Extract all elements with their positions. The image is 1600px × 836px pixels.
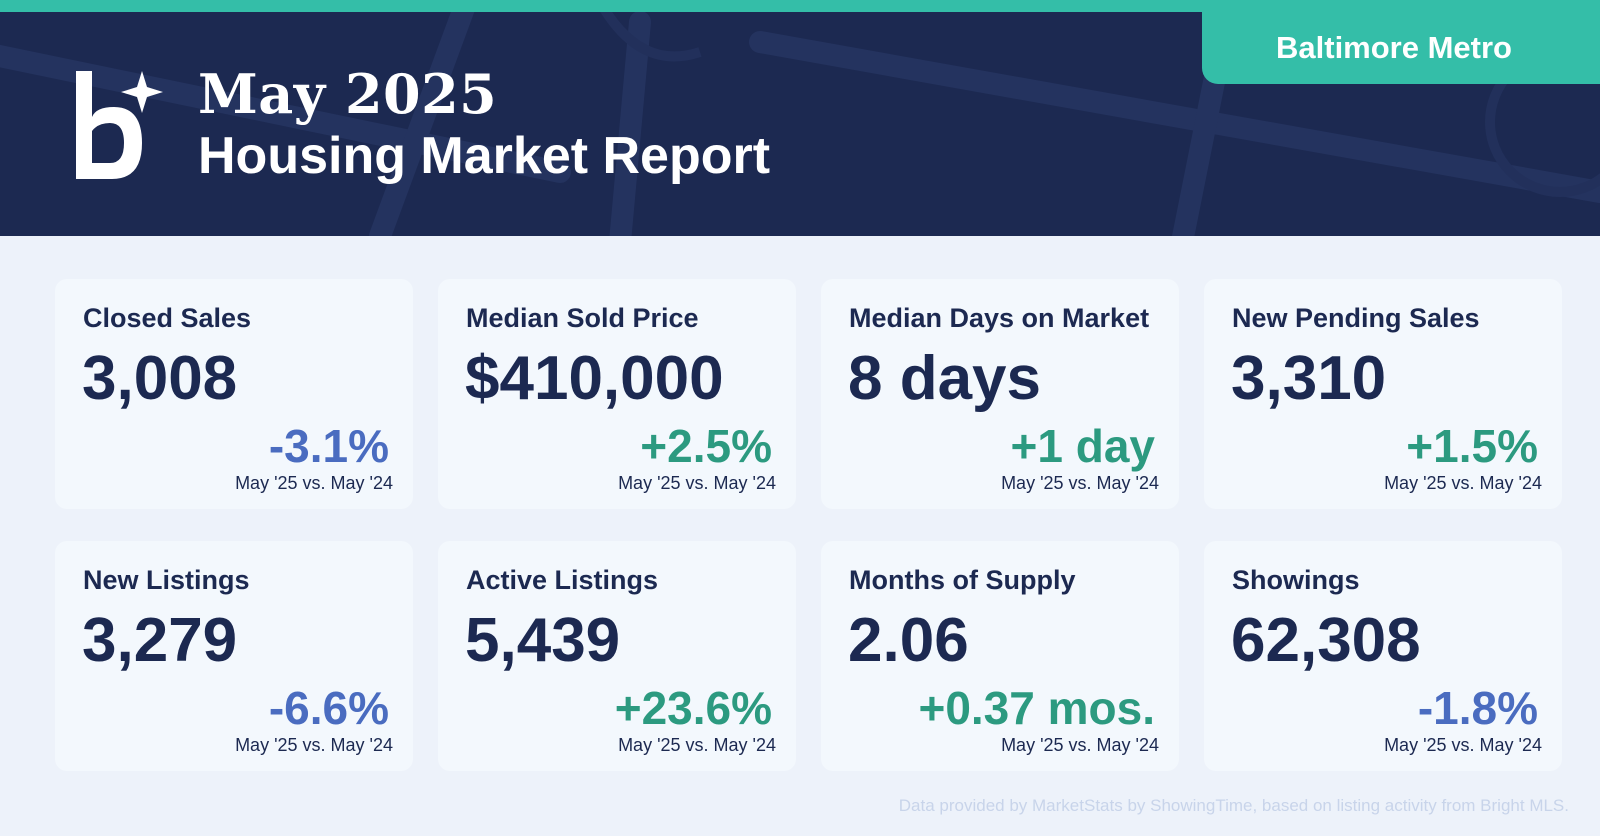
metric-card-months-of-supply: Months of Supply 2.06 +0.37 mos. May '25… — [821, 541, 1179, 771]
metric-card-new-pending-sales: New Pending Sales 3,310 +1.5% May '25 vs… — [1204, 279, 1562, 509]
metric-value: 62,308 — [1231, 606, 1421, 675]
metric-card-active-listings: Active Listings 5,439 +23.6% May '25 vs.… — [438, 541, 796, 771]
metric-comparison-period: May '25 vs. May '24 — [1001, 473, 1159, 493]
metric-change: -1.8% — [1417, 682, 1538, 734]
metric-card-median-sold-price: Median Sold Price $410,000 +2.5% May '25… — [438, 279, 796, 509]
bright-logo-icon — [76, 71, 163, 179]
top-accent-bar — [0, 0, 1600, 12]
metric-label: Months of Supply — [849, 565, 1076, 595]
metric-change: +2.5% — [640, 420, 772, 472]
metric-value: 3,279 — [82, 606, 238, 675]
metric-value: 2.06 — [848, 606, 969, 675]
metric-change: +1 day — [1010, 420, 1156, 472]
metric-card-median-days-on-market: Median Days on Market 8 days +1 day May … — [821, 279, 1179, 509]
metric-card-new-listings: New Listings 3,279 -6.6% May '25 vs. May… — [55, 541, 413, 771]
metric-label: Median Sold Price — [466, 303, 699, 333]
metric-label: New Listings — [83, 565, 250, 595]
metric-comparison-period: May '25 vs. May '24 — [1384, 473, 1542, 493]
metric-label: Median Days on Market — [849, 303, 1150, 333]
metric-label: Active Listings — [466, 565, 659, 595]
metric-value: 8 days — [848, 344, 1042, 413]
metric-change: +0.37 mos. — [918, 682, 1155, 734]
data-source-note: Data provided by MarketStats by ShowingT… — [898, 796, 1569, 815]
metric-label: New Pending Sales — [1232, 303, 1480, 333]
metric-value: $410,000 — [465, 344, 724, 413]
metric-change: +23.6% — [614, 682, 772, 734]
metric-comparison-period: May '25 vs. May '24 — [1001, 735, 1159, 755]
metric-value: 5,439 — [465, 606, 621, 675]
metric-card-closed-sales: Closed Sales 3,008 -3.1% May '25 vs. May… — [55, 279, 413, 509]
region-badge: Baltimore Metro — [1202, 12, 1600, 84]
metric-comparison-period: May '25 vs. May '24 — [1384, 735, 1542, 755]
report-month-title: May 2025 — [198, 62, 498, 126]
metric-value: 3,310 — [1231, 344, 1387, 413]
metric-comparison-period: May '25 vs. May '24 — [618, 735, 776, 755]
report-title: Housing Market Report — [198, 127, 771, 185]
metric-label: Showings — [1232, 565, 1360, 595]
metric-card-showings: Showings 62,308 -1.8% May '25 vs. May '2… — [1204, 541, 1562, 771]
metric-label: Closed Sales — [83, 303, 252, 333]
metric-value: 3,008 — [82, 344, 238, 413]
metric-change: +1.5% — [1406, 420, 1538, 472]
metric-comparison-period: May '25 vs. May '24 — [618, 473, 776, 493]
metric-comparison-period: May '25 vs. May '24 — [235, 735, 393, 755]
metric-change: -3.1% — [268, 420, 389, 472]
metric-change: -6.6% — [268, 682, 389, 734]
metric-comparison-period: May '25 vs. May '24 — [235, 473, 393, 493]
